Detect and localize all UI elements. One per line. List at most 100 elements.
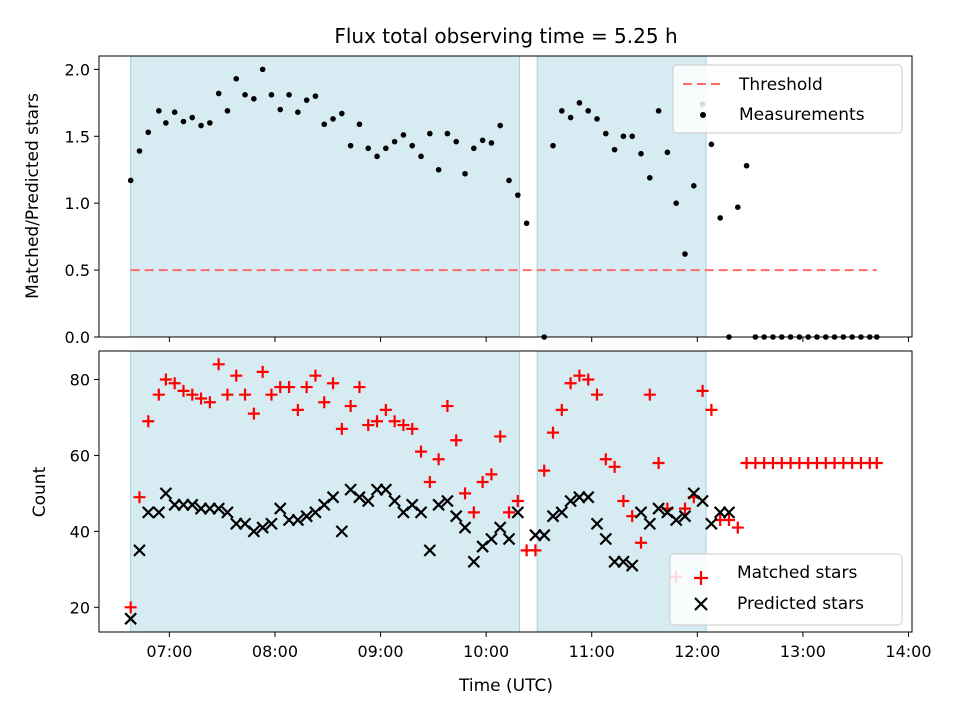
predicted-star-point <box>485 532 498 546</box>
matched-star-point <box>494 430 507 443</box>
legend-measurements-label: Measurements <box>739 105 865 125</box>
matched-star-point <box>230 369 243 382</box>
matched-star-point <box>476 476 489 489</box>
top-legend: Threshold Measurements <box>672 64 903 134</box>
legend-measurements-swatch <box>700 112 706 118</box>
predicted-star-point <box>705 517 718 531</box>
predicted-star-point <box>291 513 305 527</box>
measurement-point <box>145 129 152 136</box>
x-tick-label: 10:00 <box>463 642 509 661</box>
matched-star-point <box>538 464 551 477</box>
observing-window-1 <box>130 350 521 633</box>
measurement-point <box>233 75 240 82</box>
bottom-axes-frame <box>98 350 913 633</box>
predicted-star-point <box>537 528 551 542</box>
matched-star-point <box>327 377 340 390</box>
measurement-point <box>277 106 284 113</box>
matched-star-point <box>221 388 234 401</box>
measurement-point <box>180 118 187 125</box>
measurement-point <box>286 92 292 98</box>
predicted-star-point <box>185 498 199 512</box>
matched-star-point <box>247 407 260 420</box>
measurement-point <box>215 90 222 97</box>
predicted-star-point <box>696 494 709 508</box>
measurement-point <box>198 122 204 129</box>
x-tick-label: 09:00 <box>358 642 404 661</box>
matched-star-point <box>582 373 595 386</box>
predicted-star-point <box>256 521 269 534</box>
top-y-tick-label: 2.0 <box>65 60 90 79</box>
predicted-star-point <box>441 494 454 508</box>
measurement-point <box>638 150 644 157</box>
predicted-star-point <box>124 612 137 625</box>
measurement-point <box>717 215 723 221</box>
matched-star-point <box>441 400 454 413</box>
matched-star-point <box>696 384 709 397</box>
measurement-point <box>479 137 486 144</box>
matched-star-point <box>705 403 718 416</box>
measurement-point <box>268 92 275 98</box>
measurement-point <box>523 220 530 227</box>
measurement-point <box>224 108 231 114</box>
bottom-x-axis: 07:00 08:00 09:00 10:00 11:00 12:00 13:00 14:00 <box>146 632 932 661</box>
measurement-point <box>330 116 336 122</box>
matched-star-point <box>406 422 419 435</box>
matched-star-point <box>643 388 656 401</box>
measurement-point <box>383 145 389 152</box>
matched-star-point <box>397 419 410 432</box>
matched-star-point <box>142 415 155 428</box>
measurement-point <box>743 162 750 169</box>
top-y-axis: 0.0 0.5 1.0 1.5 2.0 <box>65 60 99 347</box>
measurement-point <box>585 108 592 114</box>
matched-star-point <box>256 365 269 378</box>
top-y-tick-label: 1.5 <box>65 127 90 146</box>
legend-matched-label: Matched stars <box>737 563 857 583</box>
predicted-star-point <box>643 517 657 531</box>
measurement-point <box>321 121 328 128</box>
matched-star-point <box>335 422 348 435</box>
bottom-legend: Matched stars Predicted stars <box>669 553 903 626</box>
matched-star-point <box>212 358 225 371</box>
predicted-star-point <box>458 521 472 534</box>
bottom-y-axis-label: Count <box>30 466 50 517</box>
matched-star-point <box>283 381 296 394</box>
predicted-star-point <box>617 555 630 569</box>
matched-star-point <box>617 494 630 507</box>
x-tick-label: 13:00 <box>780 642 826 661</box>
predicted-star-point <box>152 506 166 519</box>
predicted-star-point <box>669 513 683 527</box>
matched-star-point <box>344 400 357 413</box>
top-axes-frame <box>98 55 913 338</box>
legend-predicted-swatch <box>694 597 708 611</box>
matched-star-point <box>722 513 735 526</box>
bottom-y-tick-label: 60 <box>70 446 90 465</box>
measurement-point <box>497 122 504 129</box>
predicted-star-point <box>379 483 393 496</box>
top-legend-box <box>672 64 903 134</box>
predicted-star-point <box>493 521 507 534</box>
predicted-star-point <box>599 532 613 546</box>
measurement-point <box>163 120 169 126</box>
predicted-star-point <box>722 506 736 519</box>
measurement-point <box>629 133 636 140</box>
predicted-star-point <box>273 502 287 515</box>
matched-star-point <box>379 403 392 416</box>
matched-star-point <box>124 601 137 614</box>
measurement-point <box>444 130 451 137</box>
matched-star-point <box>371 415 384 428</box>
predicted-star-point <box>502 532 516 546</box>
bottom-legend-box <box>669 553 903 626</box>
measurement-point <box>435 166 442 173</box>
x-tick-label: 07:00 <box>146 642 192 661</box>
predicted-star-point <box>159 487 173 500</box>
measurement-point <box>576 100 583 106</box>
measurement-point <box>251 96 257 102</box>
measurement-point <box>171 109 178 115</box>
measurement-point <box>295 109 301 115</box>
matched-star-point <box>467 506 480 519</box>
matched-star-point <box>450 434 463 447</box>
matched-star-point <box>503 506 516 519</box>
bottom-y-tick-label: 40 <box>70 522 90 541</box>
matched-star-point <box>177 384 190 397</box>
matched-star-point <box>573 369 586 382</box>
